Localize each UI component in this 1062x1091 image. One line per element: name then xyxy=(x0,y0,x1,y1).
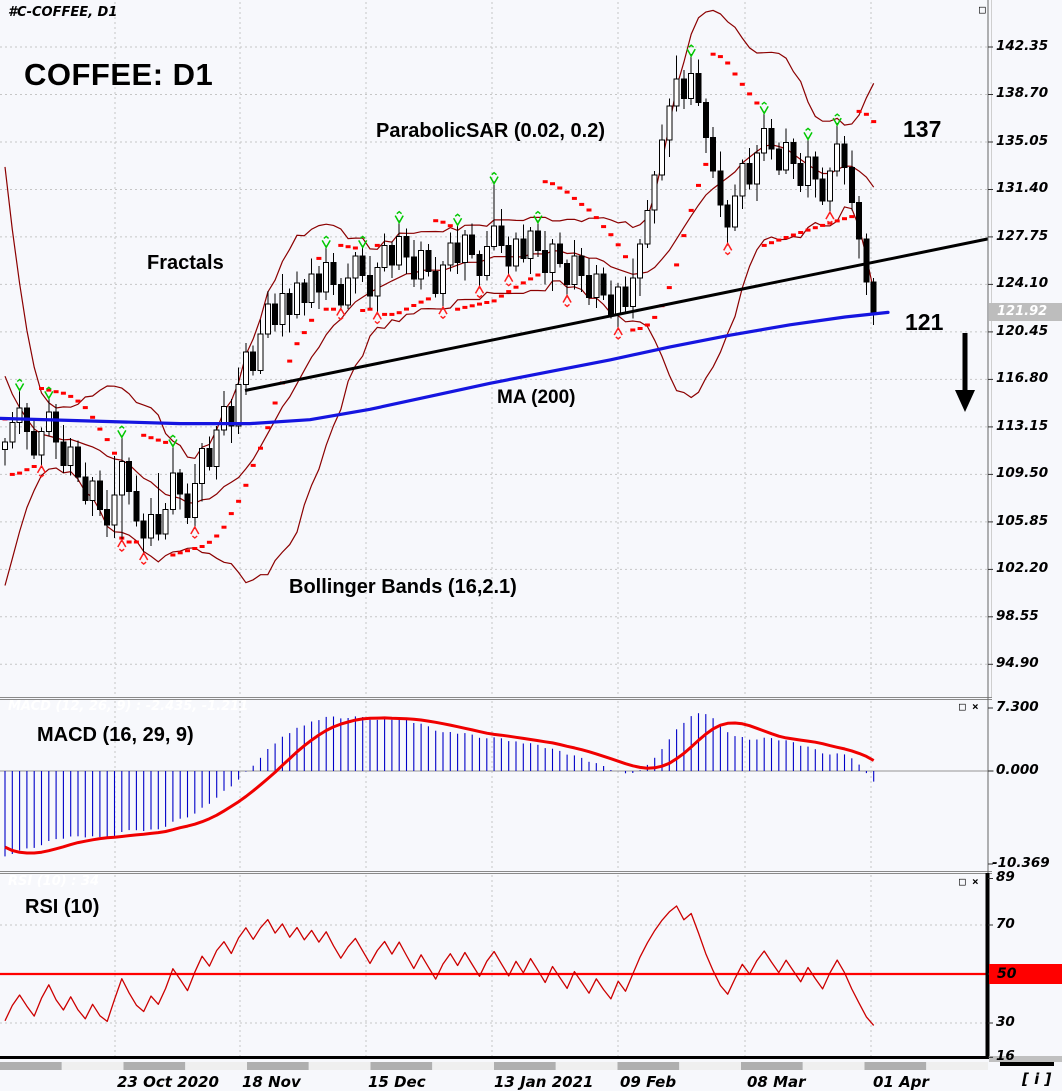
price-axis-label: 127.75 xyxy=(996,227,1049,244)
macd-status-label: MACD (12, 26, 9) : -2.435, -1.211 xyxy=(8,699,249,714)
candlesticks xyxy=(2,54,877,555)
rsi-status-label: RSI (10) : 34 xyxy=(8,874,100,889)
trendline[interactable] xyxy=(244,237,989,392)
time-axis-label: 08 Mar xyxy=(747,1073,806,1091)
info-link[interactable]: [ i ] xyxy=(1022,1070,1052,1088)
rsi-pane-label: RSI (10) xyxy=(25,896,100,918)
macd-scale-label: 7.300 xyxy=(996,699,1039,715)
price-axis-label: 138.70 xyxy=(996,85,1049,102)
time-axis-label: 01 Apr xyxy=(873,1073,929,1091)
ma-label: MA (200) xyxy=(497,387,576,408)
macd-signal-line xyxy=(4,716,875,855)
pane-borders xyxy=(0,0,1062,1062)
chart-title: COFFEE: D1 xyxy=(24,57,214,92)
macd-window-restore-button[interactable]: □ xyxy=(959,700,966,713)
price-axis-label: 131.40 xyxy=(996,180,1049,197)
rsi-mid-level-label: 50 xyxy=(989,964,1062,984)
price-axis-label: 135.05 xyxy=(996,132,1049,149)
main-window-restore-button[interactable]: □ xyxy=(979,3,986,16)
bollinger-bands xyxy=(4,9,875,586)
horizontal-scrollbar xyxy=(0,1062,1054,1070)
time-axis-label: 09 Feb xyxy=(620,1073,677,1091)
gridlines xyxy=(0,2,988,1057)
price-axis-label: 94.90 xyxy=(996,655,1039,672)
time-axis-label: 18 Nov xyxy=(242,1073,301,1091)
down-arrow[interactable] xyxy=(955,333,975,412)
macd-histogram xyxy=(4,713,875,857)
support-level-label: 121 xyxy=(905,309,944,335)
price-axis-label: 116.80 xyxy=(996,370,1049,387)
price-axis-label: 113.15 xyxy=(996,417,1049,434)
ma-line xyxy=(0,310,890,426)
macd-scale-label: 0.000 xyxy=(996,762,1039,778)
rsi-scale-label: 70 xyxy=(996,916,1015,932)
macd-window-close-button[interactable]: × xyxy=(972,700,979,713)
fractals-label: Fractals xyxy=(147,252,224,274)
rsi-scale-label: 16 xyxy=(996,1048,1015,1065)
price-axis-label: 142.35 xyxy=(996,38,1049,54)
fractal-arrows xyxy=(14,44,842,565)
price-axis-label: 98.55 xyxy=(996,607,1039,624)
rsi-window-close-button[interactable]: × xyxy=(972,875,979,888)
rsi-window-restore-button[interactable]: □ xyxy=(959,875,966,888)
rsi-scale-label: 30 xyxy=(996,1014,1015,1030)
rsi-line xyxy=(4,905,875,1026)
price-axis-label: 120.45 xyxy=(996,322,1049,339)
price-axis-label: 109.50 xyxy=(996,465,1049,482)
price-axis-label: 105.85 xyxy=(996,512,1049,529)
parabolic-sar-label: ParabolicSAR (0.02, 0.2) xyxy=(376,120,605,142)
time-axis-label: 23 Oct 2020 xyxy=(117,1073,219,1091)
current-price-label: 121.92 xyxy=(989,303,1062,321)
resistance-level-label: 137 xyxy=(903,116,942,142)
time-axis-label: 15 Dec xyxy=(368,1073,426,1091)
symbol-period-label: #C-COFFEE, D1 xyxy=(8,5,118,20)
rsi-scale-label: 89 xyxy=(996,869,1015,886)
macd-pane-label: MACD (16, 29, 9) xyxy=(37,724,194,746)
price-axis-label: 124.10 xyxy=(996,275,1049,292)
time-axis-label: 13 Jan 2021 xyxy=(494,1073,594,1091)
macd-scale-label: -10.369 xyxy=(992,855,1050,871)
parabolic-sar-dots xyxy=(2,52,877,557)
price-axis-label: 102.20 xyxy=(996,560,1049,577)
scrollbar-thumb[interactable] xyxy=(1000,1062,1054,1066)
bollinger-label: Bollinger Bands (16,2.1) xyxy=(289,576,517,598)
